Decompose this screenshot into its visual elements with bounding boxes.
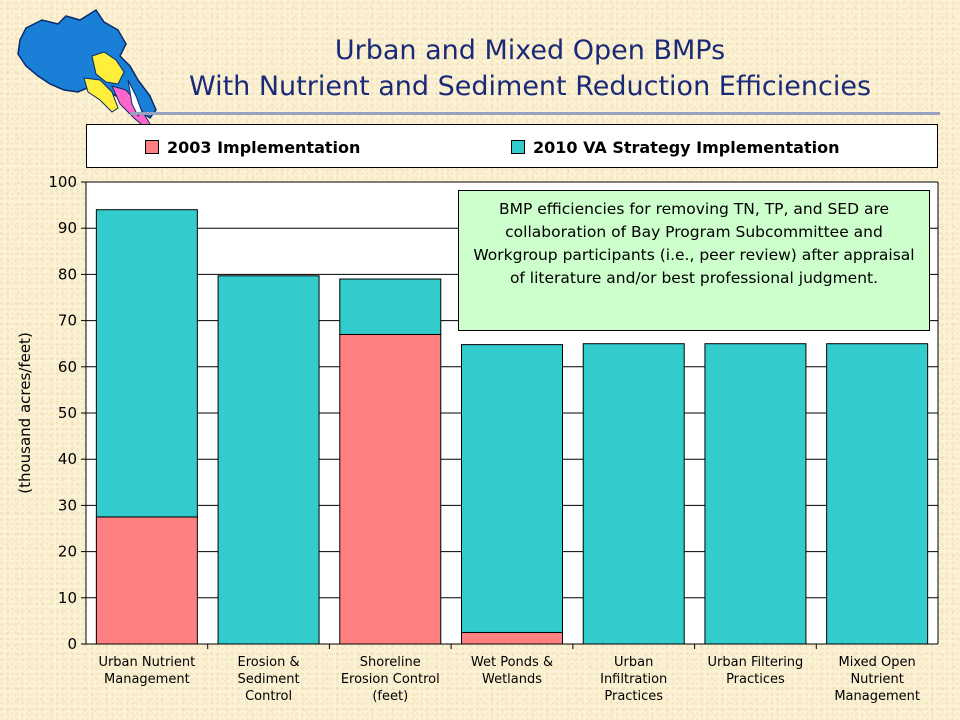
x-tick-labels: Urban Nutrient Management Erosion & Sedimen… (98, 655, 920, 704)
legend-label-2003: 2003 Implementation (167, 137, 361, 157)
bar-segment-2003 (461, 631, 563, 645)
y-tick-label: 10 (58, 589, 77, 607)
x-tick-label: Wet Ponds & Wetlands (471, 655, 553, 687)
x-tick-label: Erosion & Sediment Control (238, 655, 300, 704)
bar-segment-2003 (339, 333, 442, 645)
y-axis-label: (thousand acres/feet) (16, 332, 34, 494)
bar-segment-2003 (95, 516, 198, 645)
legend-entry-2010: 2010 VA Strategy Implementation (511, 137, 840, 157)
y-tick-label: 50 (58, 404, 77, 422)
bar-segment-2010 (461, 344, 563, 633)
y-tick-label: 100 (48, 173, 77, 191)
bar-segment-2010 (582, 343, 685, 645)
y-tick-label: 30 (58, 496, 77, 514)
chesapeake-bay-watershed-map-icon (17, 8, 158, 133)
legend-label-2010: 2010 VA Strategy Implementation (533, 137, 840, 157)
legend-swatch-2010 (511, 140, 525, 154)
bar-segment-2010 (826, 343, 929, 645)
y-tick-label: 0 (67, 635, 77, 653)
y-tick-label: 90 (58, 219, 77, 237)
efficiency-note: BMP efficiencies for removing TN, TP, an… (458, 190, 930, 331)
y-tick-label: 70 (58, 312, 77, 330)
axes (81, 181, 939, 649)
x-tick-label: Urban Filtering Practices (708, 655, 804, 687)
legend-swatch-2003 (145, 140, 159, 154)
x-tick-label: Shoreline Erosion Control (feet) (341, 655, 440, 704)
x-tick-label: Mixed Open Nutrient Management (834, 655, 920, 704)
y-tick-labels: 0 10 20 30 40 50 60 70 80 90 100 (48, 173, 77, 653)
page-title-line-2: With Nutrient and Sediment Reduction Eff… (188, 71, 872, 102)
y-tick-label: 60 (58, 358, 77, 376)
bar-segment-2010 (217, 275, 320, 645)
bar-segment-2010 (95, 209, 198, 518)
legend-entry-2003: 2003 Implementation (145, 137, 361, 157)
y-tick-label: 80 (58, 265, 77, 283)
x-tick-label: Urban Infiltration Practices (600, 655, 667, 704)
y-tick-label: 40 (58, 450, 77, 468)
bar-segment-2010 (339, 278, 442, 335)
bar-segment-2010 (704, 343, 807, 645)
x-tick-label: Urban Nutrient Management (98, 655, 195, 687)
bars (95, 209, 929, 645)
title-divider (130, 112, 940, 115)
page-title-line-1: Urban and Mixed Open BMPs (334, 35, 726, 66)
chart-legend: 2003 Implementation 2010 VA Strategy Imp… (86, 124, 938, 168)
y-tick-label: 20 (58, 543, 77, 561)
